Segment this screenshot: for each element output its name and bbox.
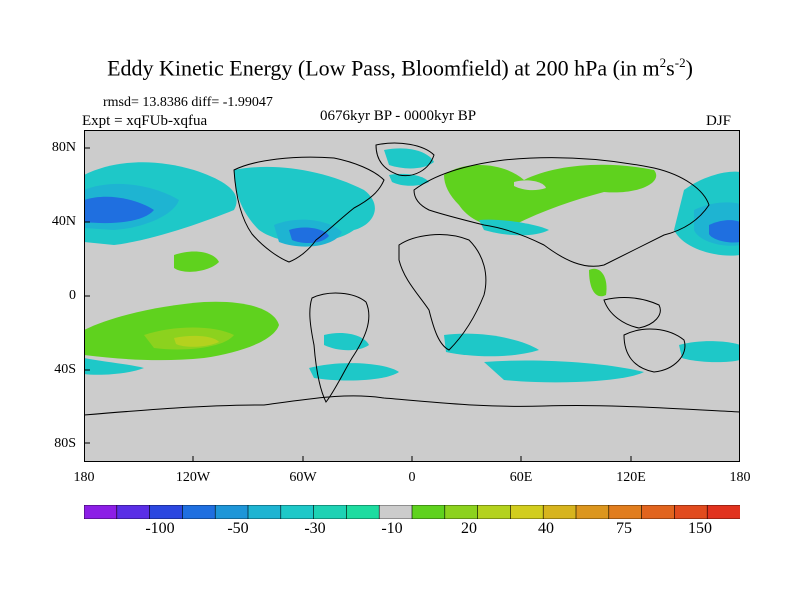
indian-neg-a (444, 333, 539, 357)
spac-neg (84, 358, 144, 375)
colorbar-label: -10 (381, 520, 403, 537)
x-tick-60w: 60W (289, 470, 317, 485)
europe-neg (389, 173, 429, 186)
colorbar-swatch (247, 505, 282, 519)
colorbar-label: 75 (616, 520, 632, 537)
x-tick-120w: 120W (175, 470, 211, 485)
colorbar-swatch (510, 505, 544, 519)
colorbar-label: -30 (304, 520, 326, 537)
colorbar-swatch (444, 505, 479, 519)
wpac-neg-50 (709, 220, 740, 243)
colorbar-swatch (542, 505, 577, 519)
eurasia-outline (413, 157, 710, 267)
x-tick-180w: 180 (73, 470, 95, 485)
antarctica-outline (84, 395, 740, 416)
colorbar-swatch (674, 505, 708, 519)
anomaly-fields (84, 148, 740, 383)
satl-neg-a (324, 333, 369, 351)
colorbar-swatch (706, 505, 740, 519)
atl-neg-50 (289, 227, 329, 244)
greenland-outline (375, 142, 435, 177)
colorbar-swatch (641, 505, 675, 519)
colorbar-swatch (313, 505, 348, 519)
experiment-label: Expt = xqFUb-xqfua (82, 113, 208, 129)
colorbar-label: -50 (227, 520, 249, 537)
colorbar (84, 505, 740, 519)
greenland-neg (384, 148, 434, 169)
colorbar-label: 20 (461, 520, 477, 537)
y-tick-40n: 40N (51, 214, 76, 229)
coastlines (84, 142, 740, 416)
africa-outline (398, 234, 487, 351)
plot-title: Eddy Kinetic Energy (Low Pass, Bloomfiel… (107, 55, 693, 81)
colorbar-label: -100 (145, 520, 175, 537)
colorbar-swatch (477, 505, 512, 519)
eurasia-hole (514, 180, 546, 191)
colorbar-swatch (149, 505, 183, 519)
colorbar-swatch (84, 505, 118, 519)
tick-marks (84, 147, 632, 462)
stats-label: rmsd= 13.8386 diff= -1.99047 (103, 95, 273, 110)
colorbar-swatch (608, 505, 643, 519)
x-tick-120e: 120E (616, 470, 646, 485)
spac-east-neg (679, 341, 740, 363)
north-america-outline (233, 156, 385, 263)
pac-pos-small (174, 251, 219, 272)
x-tick-180e: 180 (729, 470, 751, 485)
period-label: 0676kyr BP - 0000kyr BP (320, 108, 477, 124)
colorbar-label: 40 (538, 520, 554, 537)
x-tick-60e: 60E (509, 470, 533, 485)
colorbar-swatch (182, 505, 216, 519)
colorbar-swatch (411, 505, 446, 519)
colorbar-swatch (575, 505, 610, 519)
spac-pos-40 (174, 335, 219, 347)
indian-neg-b (484, 360, 644, 383)
colorbar-label: 150 (688, 520, 712, 537)
south-america-outline (309, 292, 370, 403)
npac-neg-50 (84, 196, 154, 224)
colorbar-swatch (346, 505, 380, 519)
map-plot (84, 130, 740, 462)
indonesia-outline (603, 297, 661, 329)
y-tick-80s: 80S (54, 436, 76, 451)
colorbar-swatch (214, 505, 249, 519)
colorbar-swatch (280, 505, 315, 519)
atl-neg-10 (234, 166, 375, 243)
mideast-neg (479, 219, 549, 236)
satl-neg-b (309, 363, 399, 381)
australia-outline (623, 328, 686, 373)
y-tick-0: 0 (69, 288, 76, 303)
season-label: DJF (706, 113, 732, 129)
y-tick-80n: 80N (51, 140, 76, 155)
indochina-pos (589, 268, 607, 297)
colorbar-swatch (378, 505, 413, 519)
x-tick-0: 0 (408, 470, 416, 485)
colorbar-swatch (116, 505, 151, 519)
eurasia-pos-20 (444, 164, 657, 227)
y-tick-40s: 40S (54, 362, 76, 377)
